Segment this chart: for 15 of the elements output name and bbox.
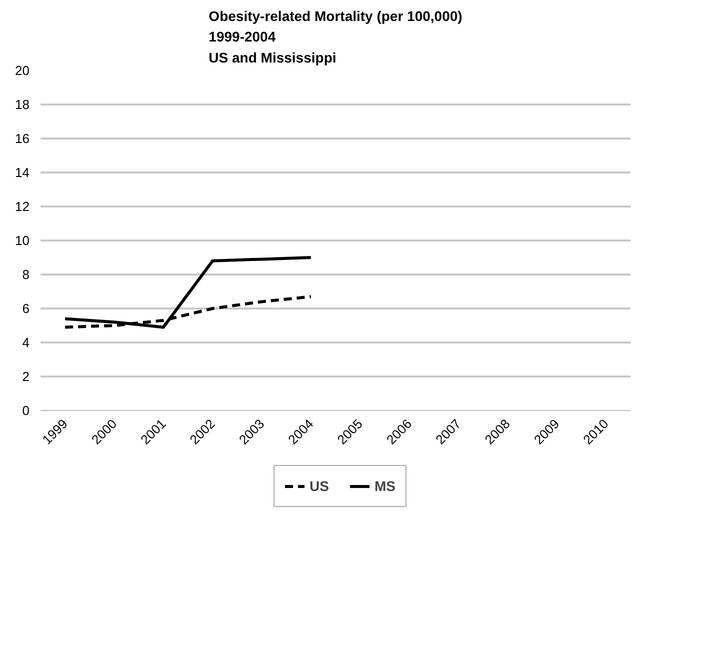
y-tick-label: 8: [22, 267, 30, 282]
legend-label: MS: [374, 478, 396, 494]
y-tick-label: 20: [15, 63, 30, 78]
line-series: [64, 256, 312, 329]
y-tick-label: 4: [22, 335, 30, 350]
y-tick-label: 6: [22, 301, 30, 316]
y-tick-label: 2: [22, 369, 30, 384]
y-tick-label: 18: [15, 97, 30, 112]
y-tick-label: 0: [22, 403, 30, 418]
y-tick-label: 14: [15, 165, 30, 180]
legend-label: US: [310, 478, 330, 494]
y-tick-label: 10: [15, 233, 30, 248]
y-tick-label: 12: [15, 199, 30, 214]
chart-title: Obesity-related Mortality (per 100,000) 1999-2004 US and Mississippi: [208, 8, 462, 66]
y-tick-label: 16: [15, 131, 30, 146]
